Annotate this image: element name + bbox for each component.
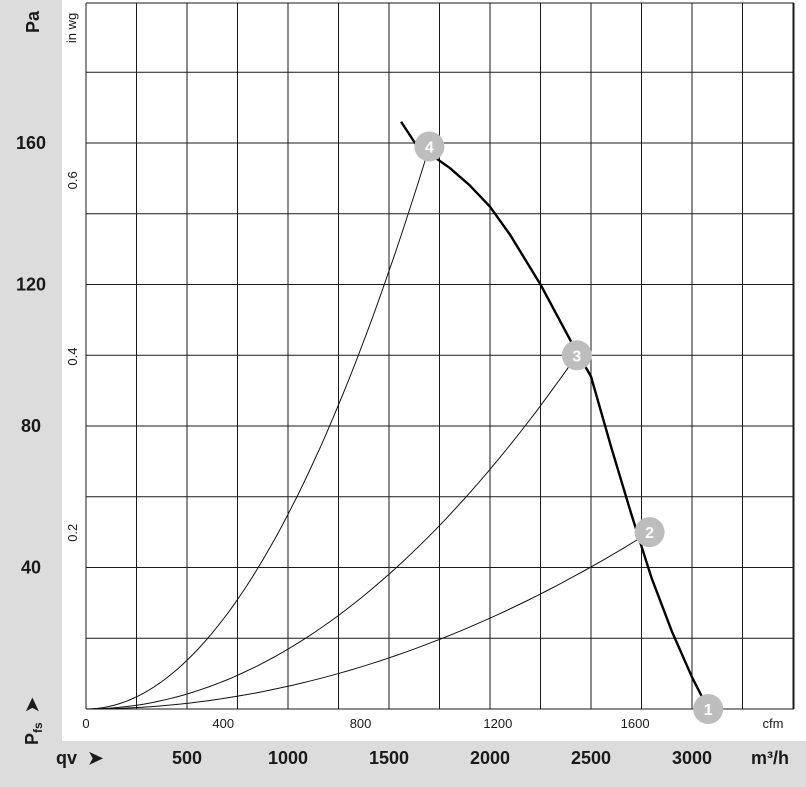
system-curve-3 (85, 355, 578, 710)
pfs-main-label: P (22, 733, 42, 745)
x-tick-m3h: 2000 (470, 748, 510, 768)
system-curve-2 (86, 531, 650, 710)
operating-point-4-label: 4 (425, 140, 434, 157)
system-curve-4 (85, 146, 430, 710)
x-tick-cfm: 800 (350, 716, 372, 731)
operating-point-1-marker (693, 694, 724, 724)
y-tick-inwg: 0.6 (65, 171, 80, 189)
operating-point-3-label: 3 (572, 348, 581, 365)
pfs-sub-label: fs (31, 722, 45, 733)
flow-alt-unit-label: cfm (763, 716, 784, 731)
pressure-unit-label: Pa (23, 10, 43, 33)
left-axis-panel (0, 0, 62, 787)
bottom-axis-panel (0, 741, 806, 787)
operating-point-1-label: 1 (704, 702, 713, 719)
x-tick-m3h: 1000 (268, 748, 308, 768)
operating-point-2-label: 2 (645, 525, 654, 542)
axis-ticks: 40 80 120 160 0.2 0.4 0.6 0 400 800 1200 1600 500 100… (16, 133, 712, 768)
y-tick-pa: 120 (16, 275, 46, 295)
operating-point-3-marker (561, 340, 592, 371)
svg-text:Pfs: Pfs (22, 722, 45, 745)
pressure-alt-unit-label: in wg (64, 13, 79, 43)
curves (85, 121, 710, 710)
pfs-axis-title: Pfs (22, 722, 45, 745)
flow-unit-label: m³/h (751, 748, 789, 768)
y-tick-inwg: 0.2 (65, 524, 80, 542)
x-tick-cfm: 1200 (483, 716, 512, 731)
qv-label: qv (56, 748, 77, 768)
y-tick-pa: 160 (16, 133, 46, 153)
x-tick-m3h: 2500 (571, 748, 611, 768)
x-tick-cfm: 1600 (621, 716, 650, 731)
qv-arrow-icon: ➤ (88, 748, 104, 768)
x-tick-cfm: 400 (212, 716, 234, 731)
y-tick-pa: 80 (21, 416, 41, 436)
y-tick-pa: 40 (21, 558, 41, 578)
pfs-arrow-icon: ➤ (22, 697, 42, 713)
x-tick-cfm: 0 (82, 716, 89, 731)
x-tick-m3h: 1500 (369, 748, 409, 768)
x-tick-m3h: 500 (172, 748, 202, 768)
x-tick-m3h: 3000 (672, 748, 712, 768)
operating-point-markers: 1 2 3 4 (414, 131, 724, 724)
operating-point-4-marker (414, 131, 445, 162)
fan-curve (400, 121, 710, 710)
operating-point-2-marker (634, 517, 665, 548)
y-tick-inwg: 0.4 (65, 348, 80, 366)
